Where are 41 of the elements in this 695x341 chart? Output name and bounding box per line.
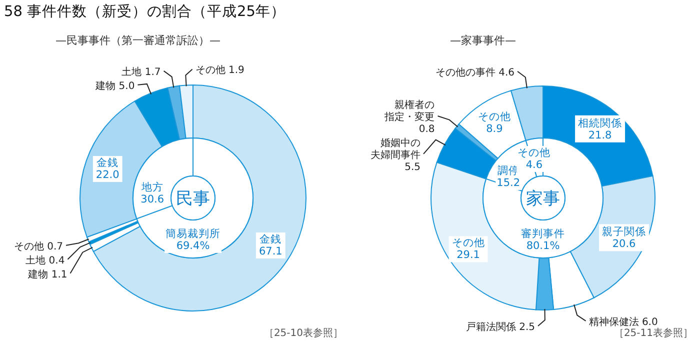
text: 民事 [176,189,210,209]
text: 家事 [526,189,560,209]
data-label: 5.5 [404,162,421,173]
slice-label: 金銭 [96,156,119,169]
data-label: 4.6 [526,158,543,171]
slice-label: 簡易裁判所 [166,227,220,240]
slice-label: その他 [452,237,485,250]
slice-label: その他 0.7 [14,240,63,252]
slice-label: 審判事件 [521,227,565,240]
data-label: 21.8 [588,129,612,142]
slice-label: 地方 [140,180,164,194]
slice-label: 土地 0.4 [26,254,65,266]
text: ［25-11表参照］ [614,327,693,339]
slice-label: 戸籍法関係 2.5 [466,320,536,333]
data-label: 0.8 [418,124,435,135]
slice-label: 土地 1.7 [122,66,161,78]
data-label: 80.1% [526,240,560,252]
slice-label: 建物 1.1 [27,268,68,280]
data-label: 30.6 [140,194,164,206]
slice-label: その他 1.9 [195,64,244,76]
slice-label: 建物 5.0 [94,80,135,92]
data-label: 20.6 [612,238,636,250]
slice-label: その他 [478,111,511,124]
data-label: 67.1 [258,245,282,258]
slice-label: 親権者の指定・変更 [384,98,435,123]
chart-subtitle: —民事事件（第一審通常訴訟）— [56,34,220,47]
data-label: 29.1 [456,249,480,262]
data-label: 8.9 [486,123,503,136]
chart-title: 58 事件件数（新受）の割合（平成25年） [4,3,286,20]
slice-label: その他 [518,146,551,159]
chart-title: —家事事件— [450,34,516,47]
slice-label: 精神保健法 6.0 [588,316,658,328]
slice-label: 金銭 [260,233,282,246]
text: ［25-10表参照］ [264,327,343,339]
data-label: 69.4% [176,240,210,252]
data-label: 15.2 [496,177,520,190]
slice-label: その他の事件 4.6 [435,66,515,78]
slice-label: 相続関係 [578,116,622,130]
slice-label: 婚姻中の夫婦間事件 [370,136,421,161]
slice-label: 親子関係 [602,225,646,238]
data-label: 22.0 [96,168,120,181]
